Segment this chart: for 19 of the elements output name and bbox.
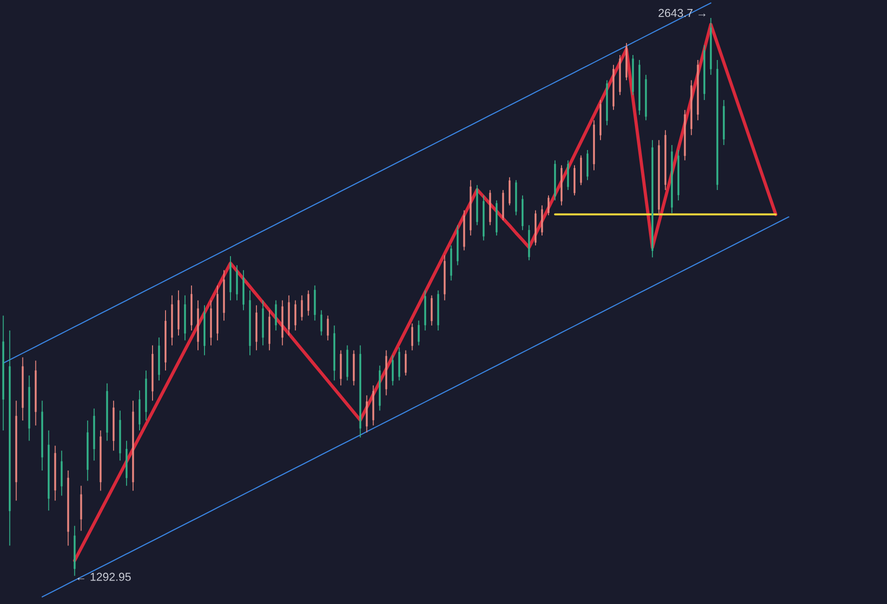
candlestick: [411, 323, 414, 351]
candlestick: [541, 204, 543, 236]
candlestick: [236, 264, 238, 301]
annotation: ← 1292.95: [78, 572, 131, 581]
candlestick: [300, 294, 303, 322]
candlestick: [567, 160, 569, 191]
candlestick: [586, 150, 588, 181]
candlestick: [307, 290, 310, 316]
candlestick: [392, 354, 394, 386]
candlestick: [274, 300, 277, 331]
candlestick: [404, 350, 407, 376]
candlestick: [418, 320, 420, 346]
candlestick: [326, 315, 329, 341]
annotation: 2643.7 →: [658, 8, 706, 18]
candlestick: [548, 194, 550, 216]
candlestick: [430, 294, 433, 326]
candlestick: [294, 300, 296, 331]
candlestick: [320, 310, 322, 336]
candlestick: [508, 176, 511, 206]
